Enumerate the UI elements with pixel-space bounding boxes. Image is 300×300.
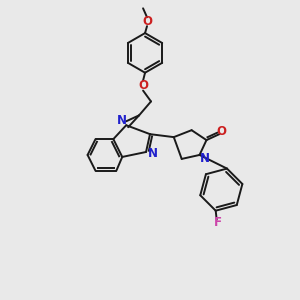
Text: N: N	[200, 152, 209, 165]
Text: F: F	[214, 216, 222, 229]
Text: N: N	[117, 114, 127, 127]
Text: O: O	[216, 125, 226, 138]
Text: O: O	[142, 15, 152, 28]
Text: O: O	[138, 79, 148, 92]
Text: N: N	[148, 148, 158, 160]
